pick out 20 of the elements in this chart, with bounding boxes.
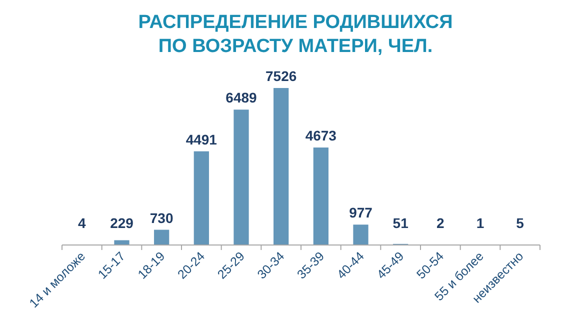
data-label: 4673 [305,128,337,144]
data-label: 977 [349,204,373,221]
bar [154,230,170,245]
bar [234,110,249,245]
bar [194,151,209,245]
bar [353,224,368,245]
data-label: 6489 [226,90,258,106]
data-label: 51 [392,215,409,231]
bar [274,88,289,245]
bar [114,240,130,245]
data-label: 229 [110,215,134,231]
data-label: 730 [150,210,174,226]
data-label: 7526 [266,68,297,84]
data-label: 5 [516,215,524,231]
data-label: 4 [78,215,86,231]
data-label: 4491 [186,131,218,148]
data-label: 1 [476,215,484,231]
bar [313,148,328,245]
data-label: 2 [436,215,445,231]
chart-title: РАСПРЕДЕЛЕНИЕ РОДИВШИХСЯ ПО ВОЗРАСТУ МАТЕРИ, ЧЕЛ. [138,12,453,57]
